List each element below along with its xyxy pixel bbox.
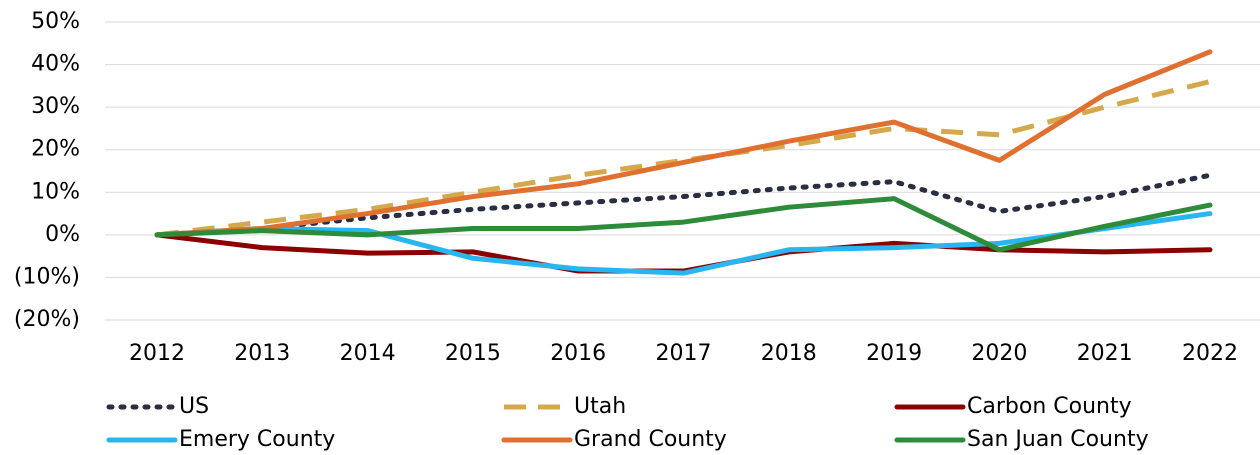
- legend-label: US: [179, 394, 209, 419]
- y-tick-label: 50%: [31, 9, 80, 34]
- series-line: [154, 196, 1213, 253]
- x-tick-label: 2013: [234, 341, 290, 366]
- y-tick-label: 40%: [31, 52, 80, 77]
- legend-label: Grand County: [574, 427, 727, 452]
- y-tick-label: (10%): [14, 264, 80, 289]
- x-tick-label: 2018: [761, 341, 817, 366]
- x-tick-label: 2014: [340, 341, 396, 366]
- y-tick-label: 20%: [31, 137, 80, 162]
- legend-label: Emery County: [179, 427, 335, 452]
- x-tick-label: 2021: [1077, 341, 1133, 366]
- x-tick-label: 2019: [866, 341, 922, 366]
- x-tick-label: 2016: [550, 341, 606, 366]
- x-tick-label: 2022: [1182, 341, 1238, 366]
- x-tick-label: 2017: [656, 341, 712, 366]
- y-tick-label: 0%: [45, 222, 80, 247]
- y-tick-label: (20%): [14, 307, 80, 332]
- series-line: [154, 49, 1213, 238]
- x-tick-label: 2015: [445, 341, 501, 366]
- series-line: [156, 79, 1211, 238]
- y-tick-label: 10%: [31, 179, 80, 204]
- y-tick-label: 30%: [31, 94, 80, 119]
- legend-label: Utah: [574, 394, 626, 419]
- legend-label: San Juan County: [967, 427, 1149, 452]
- legend-label: Carbon County: [967, 394, 1132, 419]
- series-line: [154, 172, 1213, 238]
- x-tick-label: 2012: [129, 341, 185, 366]
- series-line: [154, 211, 1213, 276]
- x-tick-label: 2020: [971, 341, 1027, 366]
